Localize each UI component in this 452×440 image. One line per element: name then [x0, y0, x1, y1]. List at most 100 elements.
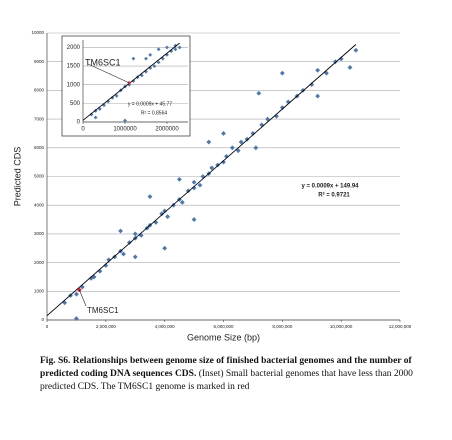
y-tick-label: 0	[77, 120, 81, 126]
point	[353, 47, 359, 53]
point	[176, 176, 182, 182]
caption-text: (Inset) Small bacterial genomes that hav…	[40, 369, 413, 392]
x-tick-label: 12,000,000	[389, 324, 412, 329]
x-tick-label: 10,000,000	[330, 324, 353, 329]
x-tick-label: 2000000	[155, 127, 179, 133]
point	[131, 79, 136, 83]
point	[256, 90, 262, 96]
y-tick-label: 3000	[34, 231, 45, 236]
point	[209, 165, 215, 171]
x-tick-label: 8,000,000	[272, 324, 293, 329]
y-axis-title: Predicted CDS	[12, 147, 22, 207]
point	[74, 316, 79, 321]
point	[162, 208, 168, 214]
point	[159, 211, 165, 217]
point	[185, 188, 191, 194]
point	[279, 70, 285, 76]
trendline	[46, 44, 357, 317]
annotation: TM6SC1	[87, 306, 119, 315]
y-tick-label: 1500	[67, 64, 81, 70]
point	[315, 67, 321, 73]
y-tick-label: 0	[41, 317, 44, 322]
x-tick-label: 0	[46, 324, 49, 329]
y-tick-label: 2000	[34, 260, 45, 265]
point	[121, 251, 126, 257]
x-axis-title: Genome Size (bp)	[187, 332, 260, 342]
point	[123, 118, 127, 123]
point	[197, 182, 203, 188]
point	[191, 217, 197, 222]
point	[173, 47, 178, 52]
point	[160, 56, 165, 61]
point	[139, 73, 144, 78]
annotation-line	[87, 63, 130, 84]
y-tick-label: 9000	[34, 59, 45, 64]
point	[110, 95, 115, 100]
y-tick-label: 7000	[34, 116, 45, 121]
y-tick-label: 2000	[67, 45, 81, 51]
point	[179, 199, 185, 205]
point	[131, 56, 136, 61]
point	[156, 60, 161, 65]
point	[250, 131, 256, 136]
highlight-point	[127, 80, 132, 85]
point	[93, 115, 98, 120]
x-tick-label: 0	[81, 127, 85, 133]
point	[165, 45, 169, 50]
point	[89, 112, 94, 117]
point	[153, 220, 159, 225]
point	[118, 228, 123, 234]
y-tick-label: 10000	[31, 30, 44, 35]
equation: y = 0.0009x + 149.94	[301, 184, 359, 190]
point	[152, 64, 157, 68]
point	[238, 139, 244, 145]
point	[221, 131, 226, 136]
point	[138, 232, 144, 238]
y-tick-label: 1000	[34, 288, 45, 293]
point	[162, 245, 168, 251]
y-tick-label: 4000	[34, 202, 45, 207]
chart: 0100020003000400050006000700080009000100…	[12, 30, 412, 342]
point	[279, 105, 285, 111]
point	[126, 240, 132, 245]
r-squared: R² = 0.8564	[141, 110, 167, 116]
x-tick-label: 1000000	[113, 127, 137, 133]
equation: y = 0.0009x + 45.77	[128, 101, 172, 107]
point	[93, 108, 98, 113]
point	[156, 47, 161, 52]
point	[253, 145, 259, 151]
annotation: TM6SC1	[85, 57, 121, 67]
point	[347, 65, 353, 70]
trendline	[82, 42, 180, 121]
point	[315, 93, 321, 99]
point	[79, 284, 85, 290]
point	[206, 139, 212, 145]
point	[144, 69, 148, 74]
caption-bold: Fig. S6. Relationships between genome si…	[40, 356, 412, 379]
x-tick-label: 6,000,000	[213, 324, 234, 329]
y-tick-label: 8000	[34, 88, 45, 93]
caption: Fig. S6. Relationships between genome si…	[40, 355, 435, 394]
point	[177, 45, 182, 50]
point	[148, 53, 153, 57]
point	[244, 136, 250, 142]
point	[338, 56, 344, 62]
point	[191, 179, 197, 185]
point	[274, 113, 279, 119]
x-tick-label: 4,000,000	[155, 324, 176, 329]
point	[200, 174, 206, 179]
point	[165, 214, 171, 220]
point	[135, 75, 140, 80]
point	[221, 159, 226, 165]
point	[229, 145, 235, 151]
point	[332, 59, 338, 65]
y-tick-label: 500	[70, 101, 81, 107]
point	[74, 291, 79, 297]
point	[285, 99, 291, 105]
point	[265, 116, 271, 122]
x-tick-label: 2,000,000	[96, 324, 117, 329]
point	[215, 162, 221, 168]
point	[147, 194, 153, 199]
r-squared: R² = 0.9721	[318, 192, 350, 199]
